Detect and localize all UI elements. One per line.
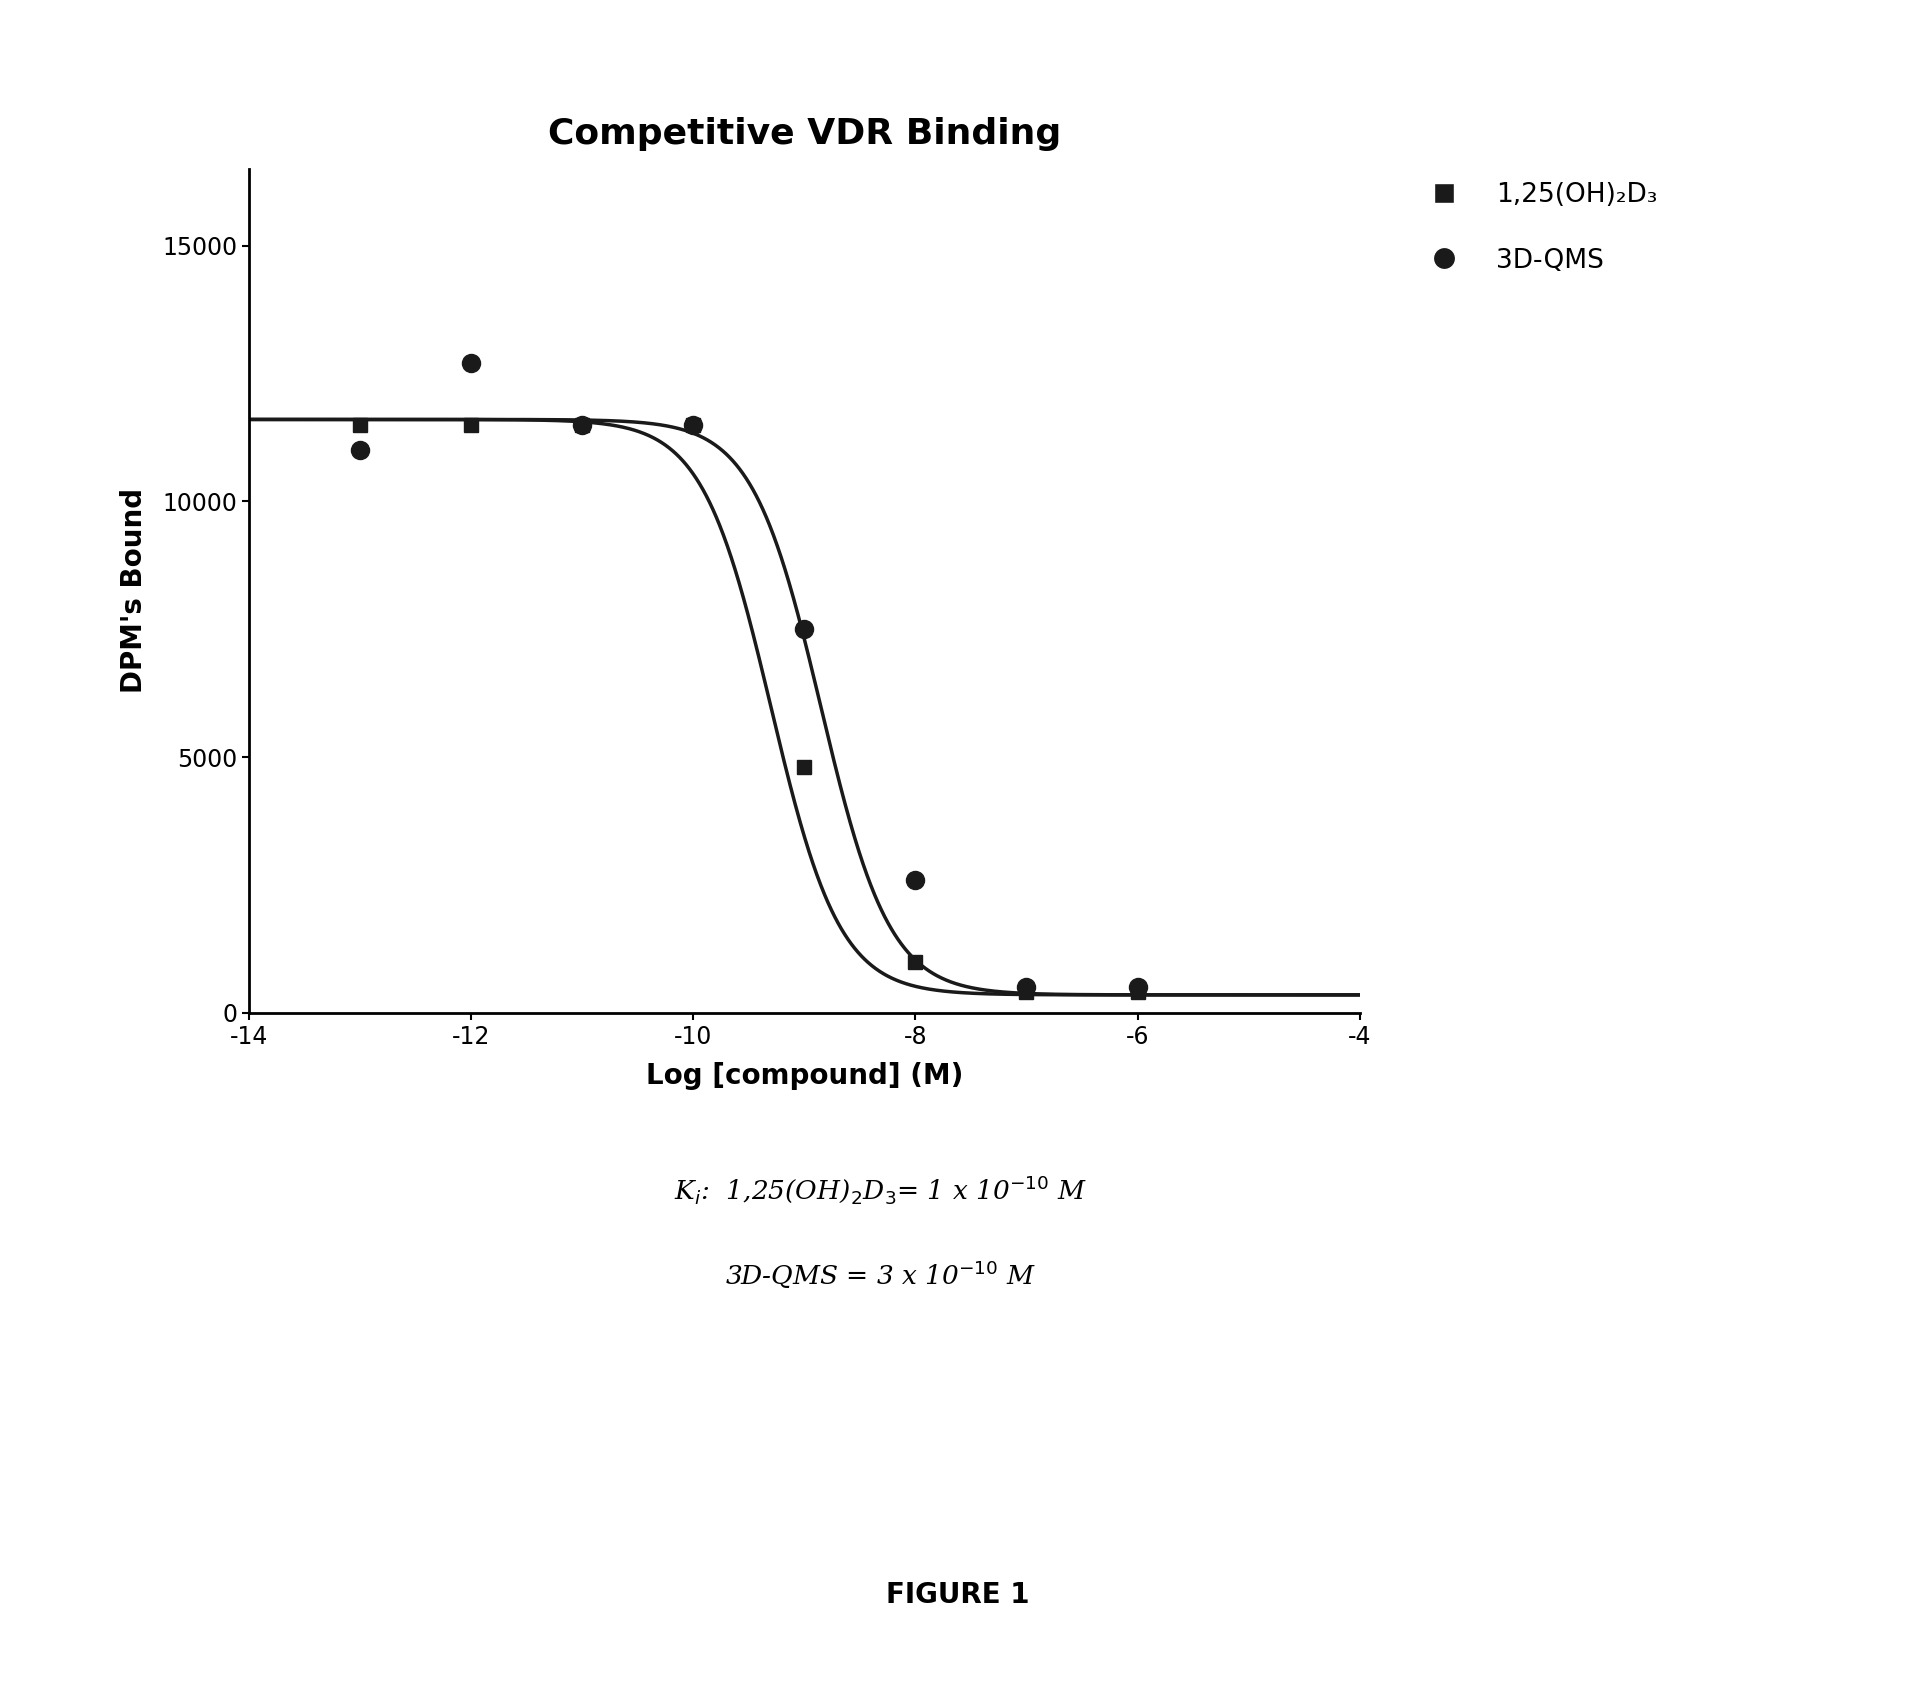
- Text: K$_i$:  1,25(OH)$_2$D$_3$= 1 x 10$^{-10}$ M: K$_i$: 1,25(OH)$_2$D$_3$= 1 x 10$^{-10}$…: [674, 1173, 1087, 1207]
- Legend: 1,25(OH)₂D₃, 3D-QMS: 1,25(OH)₂D₃, 3D-QMS: [1416, 182, 1658, 273]
- Text: FIGURE 1: FIGURE 1: [886, 1582, 1028, 1609]
- Y-axis label: DPM's Bound: DPM's Bound: [121, 488, 147, 694]
- X-axis label: Log [compound] (M): Log [compound] (M): [645, 1062, 963, 1090]
- Title: Competitive VDR Binding: Competitive VDR Binding: [547, 116, 1060, 150]
- Text: 3D-QMS = 3 x 10$^{-10}$ M: 3D-QMS = 3 x 10$^{-10}$ M: [725, 1258, 1035, 1291]
